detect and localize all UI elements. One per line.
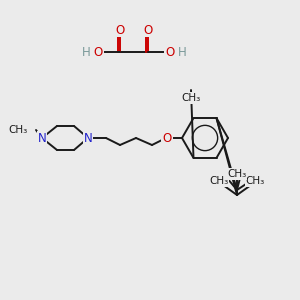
Text: O: O: [165, 46, 175, 59]
Text: H: H: [82, 46, 90, 59]
Text: CH₃: CH₃: [182, 93, 201, 103]
Text: O: O: [143, 23, 153, 37]
Text: N: N: [38, 131, 46, 145]
Text: N: N: [84, 131, 92, 145]
Text: H: H: [178, 46, 186, 59]
Text: O: O: [116, 23, 124, 37]
Text: O: O: [93, 46, 103, 59]
Text: CH₃: CH₃: [245, 176, 265, 186]
Text: CH₃: CH₃: [227, 169, 247, 179]
Text: CH₃: CH₃: [9, 125, 28, 135]
Text: O: O: [162, 131, 172, 145]
Text: CH₃: CH₃: [209, 176, 229, 186]
